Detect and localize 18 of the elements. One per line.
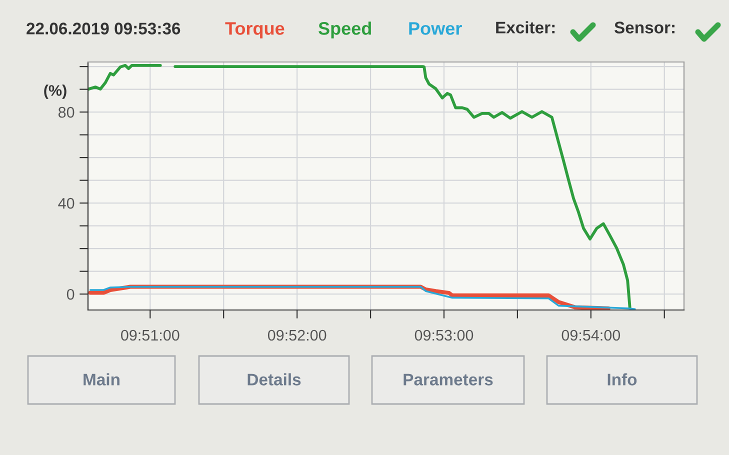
text: Info (608, 373, 637, 386)
x-tick-label: 09:51:00 (121, 330, 180, 341)
series-label: Speed (318, 22, 371, 38)
text: Main (84, 373, 120, 386)
x-tick-label: 09:52:00 (268, 330, 326, 341)
y-axis-title: (%) (44, 84, 66, 99)
y-tick-label: 40 (58, 198, 74, 209)
chart-title: 22.06.2019 09:53:36 (26, 22, 180, 34)
x-tick-label: 09:54:00 (562, 330, 620, 341)
text: Power (409, 22, 462, 35)
text: Parameters (404, 374, 493, 386)
text: Torque (225, 22, 284, 38)
y-tick-label: 0 (66, 288, 74, 300)
y-tick-label: 80 (58, 106, 74, 118)
text: Exciter: (496, 21, 555, 34)
text: Sensor: (614, 22, 674, 34)
text: Details (248, 373, 301, 386)
x-tick-label: 09:53:00 (414, 330, 474, 341)
